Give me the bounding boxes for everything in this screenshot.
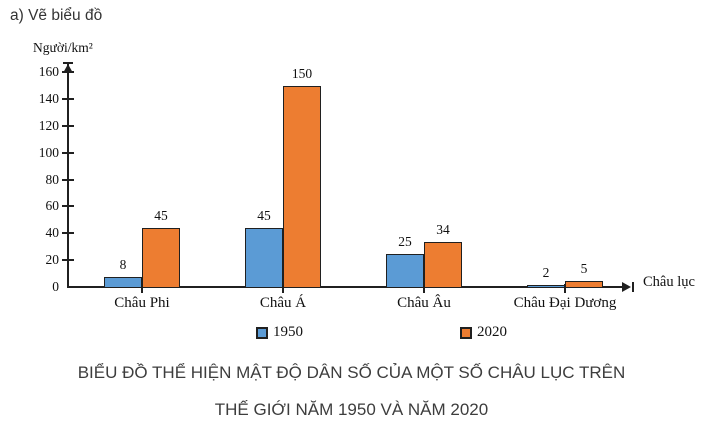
- x-axis-arrow-icon: [622, 282, 631, 292]
- legend-swatch-1950: [256, 327, 268, 339]
- chart-title-line-1: BIỂU ĐỒ THỂ HIỆN MẬT ĐỘ DÂN SỐ CỦA MỘT S…: [77, 363, 626, 382]
- y-tick-label: 20: [45, 252, 60, 268]
- bar-2020-cat3: [565, 281, 603, 288]
- bar-value-label: 8: [119, 257, 127, 273]
- y-tick-mark: [62, 124, 74, 127]
- bar-1950-cat1: [245, 227, 283, 288]
- x-tick-mark: [564, 284, 566, 293]
- bar-value-label: 45: [154, 207, 168, 223]
- x-tick-mark: [282, 284, 284, 293]
- y-axis: [67, 64, 69, 288]
- y-tick-label: 60: [45, 198, 60, 214]
- y-axis-arrow-cap: [63, 62, 73, 64]
- y-tick-mark: [62, 259, 74, 262]
- x-axis-title: Châu lục: [643, 274, 695, 290]
- y-axis-arrow-icon: [63, 64, 73, 73]
- bar-value-label: 5: [580, 261, 588, 277]
- legend-label: 2020: [477, 324, 507, 340]
- bar-value-label: 150: [291, 66, 313, 82]
- y-tick-mark: [62, 205, 74, 208]
- y-tick-mark: [62, 232, 74, 235]
- legend-swatch-2020: [460, 327, 472, 339]
- bar-1950-cat3: [527, 285, 565, 288]
- bar-1950-cat0: [104, 277, 142, 288]
- x-tick-mark: [141, 284, 143, 293]
- y-tick-mark: [62, 97, 74, 100]
- bar-value-label: 2: [542, 265, 550, 281]
- x-tick-mark: [423, 284, 425, 293]
- bar-1950-cat2: [386, 254, 424, 288]
- bar-2020-cat1: [283, 86, 321, 288]
- y-tick-mark: [62, 178, 74, 181]
- bar-2020-cat2: [424, 242, 462, 288]
- y-tick-label: 160: [38, 64, 59, 79]
- y-tick-label: 120: [38, 117, 59, 133]
- bar-value-label: 34: [436, 222, 450, 238]
- chart-title-line-2: THẾ GIỚI NĂM 1950 VÀ NĂM 2020: [214, 400, 489, 419]
- section-header: a) Vẽ biểu đồ: [10, 7, 103, 24]
- x-axis: [67, 286, 625, 288]
- x-category-label: Châu Âu: [397, 295, 451, 311]
- x-category-label: Châu Phi: [114, 295, 170, 311]
- y-tick-label: 40: [45, 225, 60, 241]
- legend-label: 1950: [273, 324, 303, 340]
- x-axis-arrow-cap: [632, 282, 634, 292]
- bar-value-label: 45: [257, 207, 271, 223]
- bar-2020-cat0: [142, 227, 180, 288]
- bar-value-label: 25: [398, 234, 412, 250]
- x-category-label: Châu Đại Dương: [513, 295, 617, 311]
- y-axis-title: Người/km²: [33, 40, 93, 55]
- y-tick-mark: [62, 151, 74, 154]
- x-category-label: Châu Á: [259, 295, 307, 311]
- y-tick-label: 80: [45, 171, 60, 187]
- legend-item-2020: 2020: [460, 324, 507, 341]
- legend-item-1950: 1950: [256, 324, 303, 341]
- y-tick-label: 100: [38, 144, 59, 160]
- y-tick-mark: [62, 71, 74, 73]
- y-tick-label: 140: [38, 90, 59, 106]
- y-tick-label: 0: [52, 279, 59, 294]
